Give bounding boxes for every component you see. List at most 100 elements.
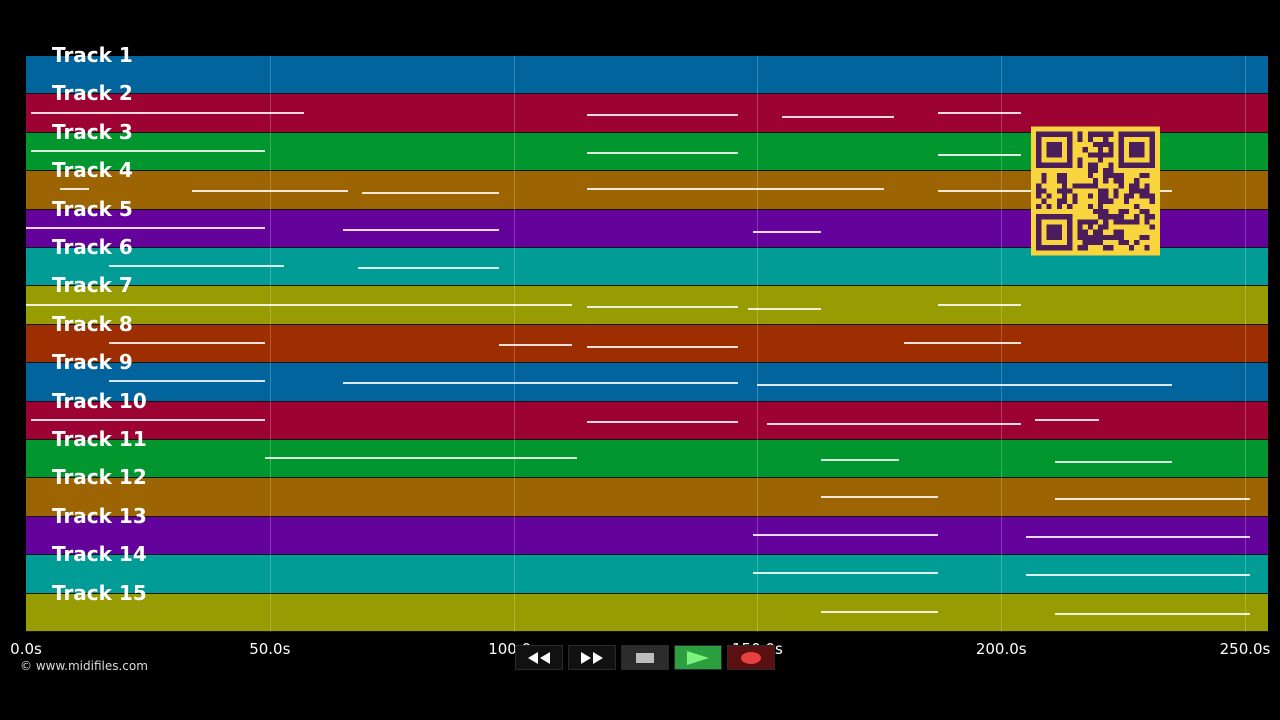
fast-forward-button[interactable] [568, 645, 616, 670]
qr-module [1098, 198, 1104, 204]
qr-module [1113, 172, 1119, 179]
qr-module [1077, 131, 1083, 137]
play-button[interactable] [674, 645, 722, 670]
qr-module [1041, 214, 1047, 220]
qr-module [1036, 152, 1042, 158]
note-segment [362, 192, 499, 195]
qr-module [1061, 172, 1068, 179]
track-label: Track 2 [52, 81, 133, 106]
qr-module [1144, 245, 1150, 251]
qr-module [1036, 136, 1042, 142]
qr-module [1087, 172, 1093, 179]
qr-module [1113, 178, 1119, 184]
qr-module [1061, 214, 1068, 220]
stop-button[interactable] [621, 645, 669, 670]
qr-module [1098, 152, 1104, 158]
qr-module [1118, 183, 1124, 189]
qr-module [1061, 131, 1068, 137]
transport-controls [515, 645, 775, 670]
track-label: Track 10 [52, 388, 147, 413]
qr-module [1118, 131, 1124, 137]
qr-module [1067, 157, 1073, 163]
qr-module [1103, 224, 1109, 230]
qr-module [1113, 188, 1119, 194]
qr-module [1098, 141, 1104, 148]
track-lane [26, 56, 1268, 95]
track-label: Track 14 [52, 542, 147, 567]
qr-module [1098, 193, 1104, 199]
qr-module [1046, 214, 1052, 220]
qr-module [1144, 183, 1150, 189]
qr-module [1144, 188, 1150, 194]
qr-module [1149, 198, 1155, 204]
qr-module [1041, 245, 1047, 251]
qr-module [1118, 209, 1124, 215]
qr-module [1067, 162, 1073, 168]
qr-module [1077, 229, 1083, 235]
qr-module [1051, 245, 1057, 251]
qr-module [1123, 240, 1130, 246]
track-lane [26, 363, 1268, 402]
qr-module [1118, 234, 1124, 241]
note-segment [26, 303, 573, 306]
qr-module [1134, 141, 1140, 148]
note-segment [60, 188, 90, 191]
rewind-button[interactable] [515, 645, 563, 670]
qr-module [1067, 240, 1073, 246]
note-segment [586, 305, 738, 308]
note-segment [586, 345, 738, 348]
qr-module [1139, 162, 1145, 168]
play-icon [687, 650, 709, 665]
qr-module [1144, 219, 1150, 225]
qr-module [1077, 234, 1083, 241]
qr-module [1118, 240, 1124, 246]
qr-module [1098, 234, 1104, 241]
qr-module [1061, 162, 1068, 168]
track-label: Track 6 [52, 235, 133, 259]
qr-module [1067, 224, 1073, 230]
fast-forward-icon [581, 651, 603, 664]
qr-module [1051, 162, 1057, 168]
qr-module [1087, 162, 1093, 168]
qr-module [1067, 229, 1073, 235]
qr-module [1082, 219, 1088, 225]
qr-module [1103, 198, 1109, 204]
qr-module [1129, 162, 1135, 168]
copyright-text: © www.midifiles.com [20, 659, 148, 673]
qr-module [1067, 141, 1073, 148]
qr-module [1046, 141, 1052, 148]
qr-module [1123, 131, 1130, 137]
note-segment [108, 380, 265, 383]
track-label: Track 1 [52, 43, 133, 67]
qr-module [1092, 141, 1099, 148]
qr-module [1056, 214, 1062, 220]
qr-module [1046, 147, 1052, 153]
qr-module [1149, 224, 1155, 230]
piano-roll [26, 56, 1268, 632]
note-segment [1054, 612, 1250, 615]
qr-module [1051, 229, 1057, 235]
time-tick-label: 0.0s [10, 640, 42, 658]
qr-module [1092, 183, 1099, 189]
qr-module [1061, 245, 1068, 251]
qr-module [1056, 198, 1062, 204]
qr-module [1056, 203, 1062, 210]
qr-module [1092, 219, 1099, 225]
qr-module [1077, 136, 1083, 142]
qr-module [1139, 141, 1145, 148]
qr-module [1144, 193, 1150, 199]
record-button[interactable] [727, 645, 775, 670]
qr-module [1087, 203, 1093, 210]
qr-module [1077, 224, 1083, 230]
qr-module [1118, 147, 1124, 153]
qr-module [1061, 178, 1068, 184]
time-gridline [757, 56, 759, 632]
qr-module [1092, 240, 1099, 246]
qr-module [1056, 234, 1062, 241]
qr-module [1129, 188, 1135, 194]
track-lane [26, 324, 1268, 364]
qr-module [1036, 219, 1042, 225]
qr-module [1087, 240, 1093, 246]
qr-module [1036, 162, 1042, 168]
note-segment [30, 418, 265, 421]
